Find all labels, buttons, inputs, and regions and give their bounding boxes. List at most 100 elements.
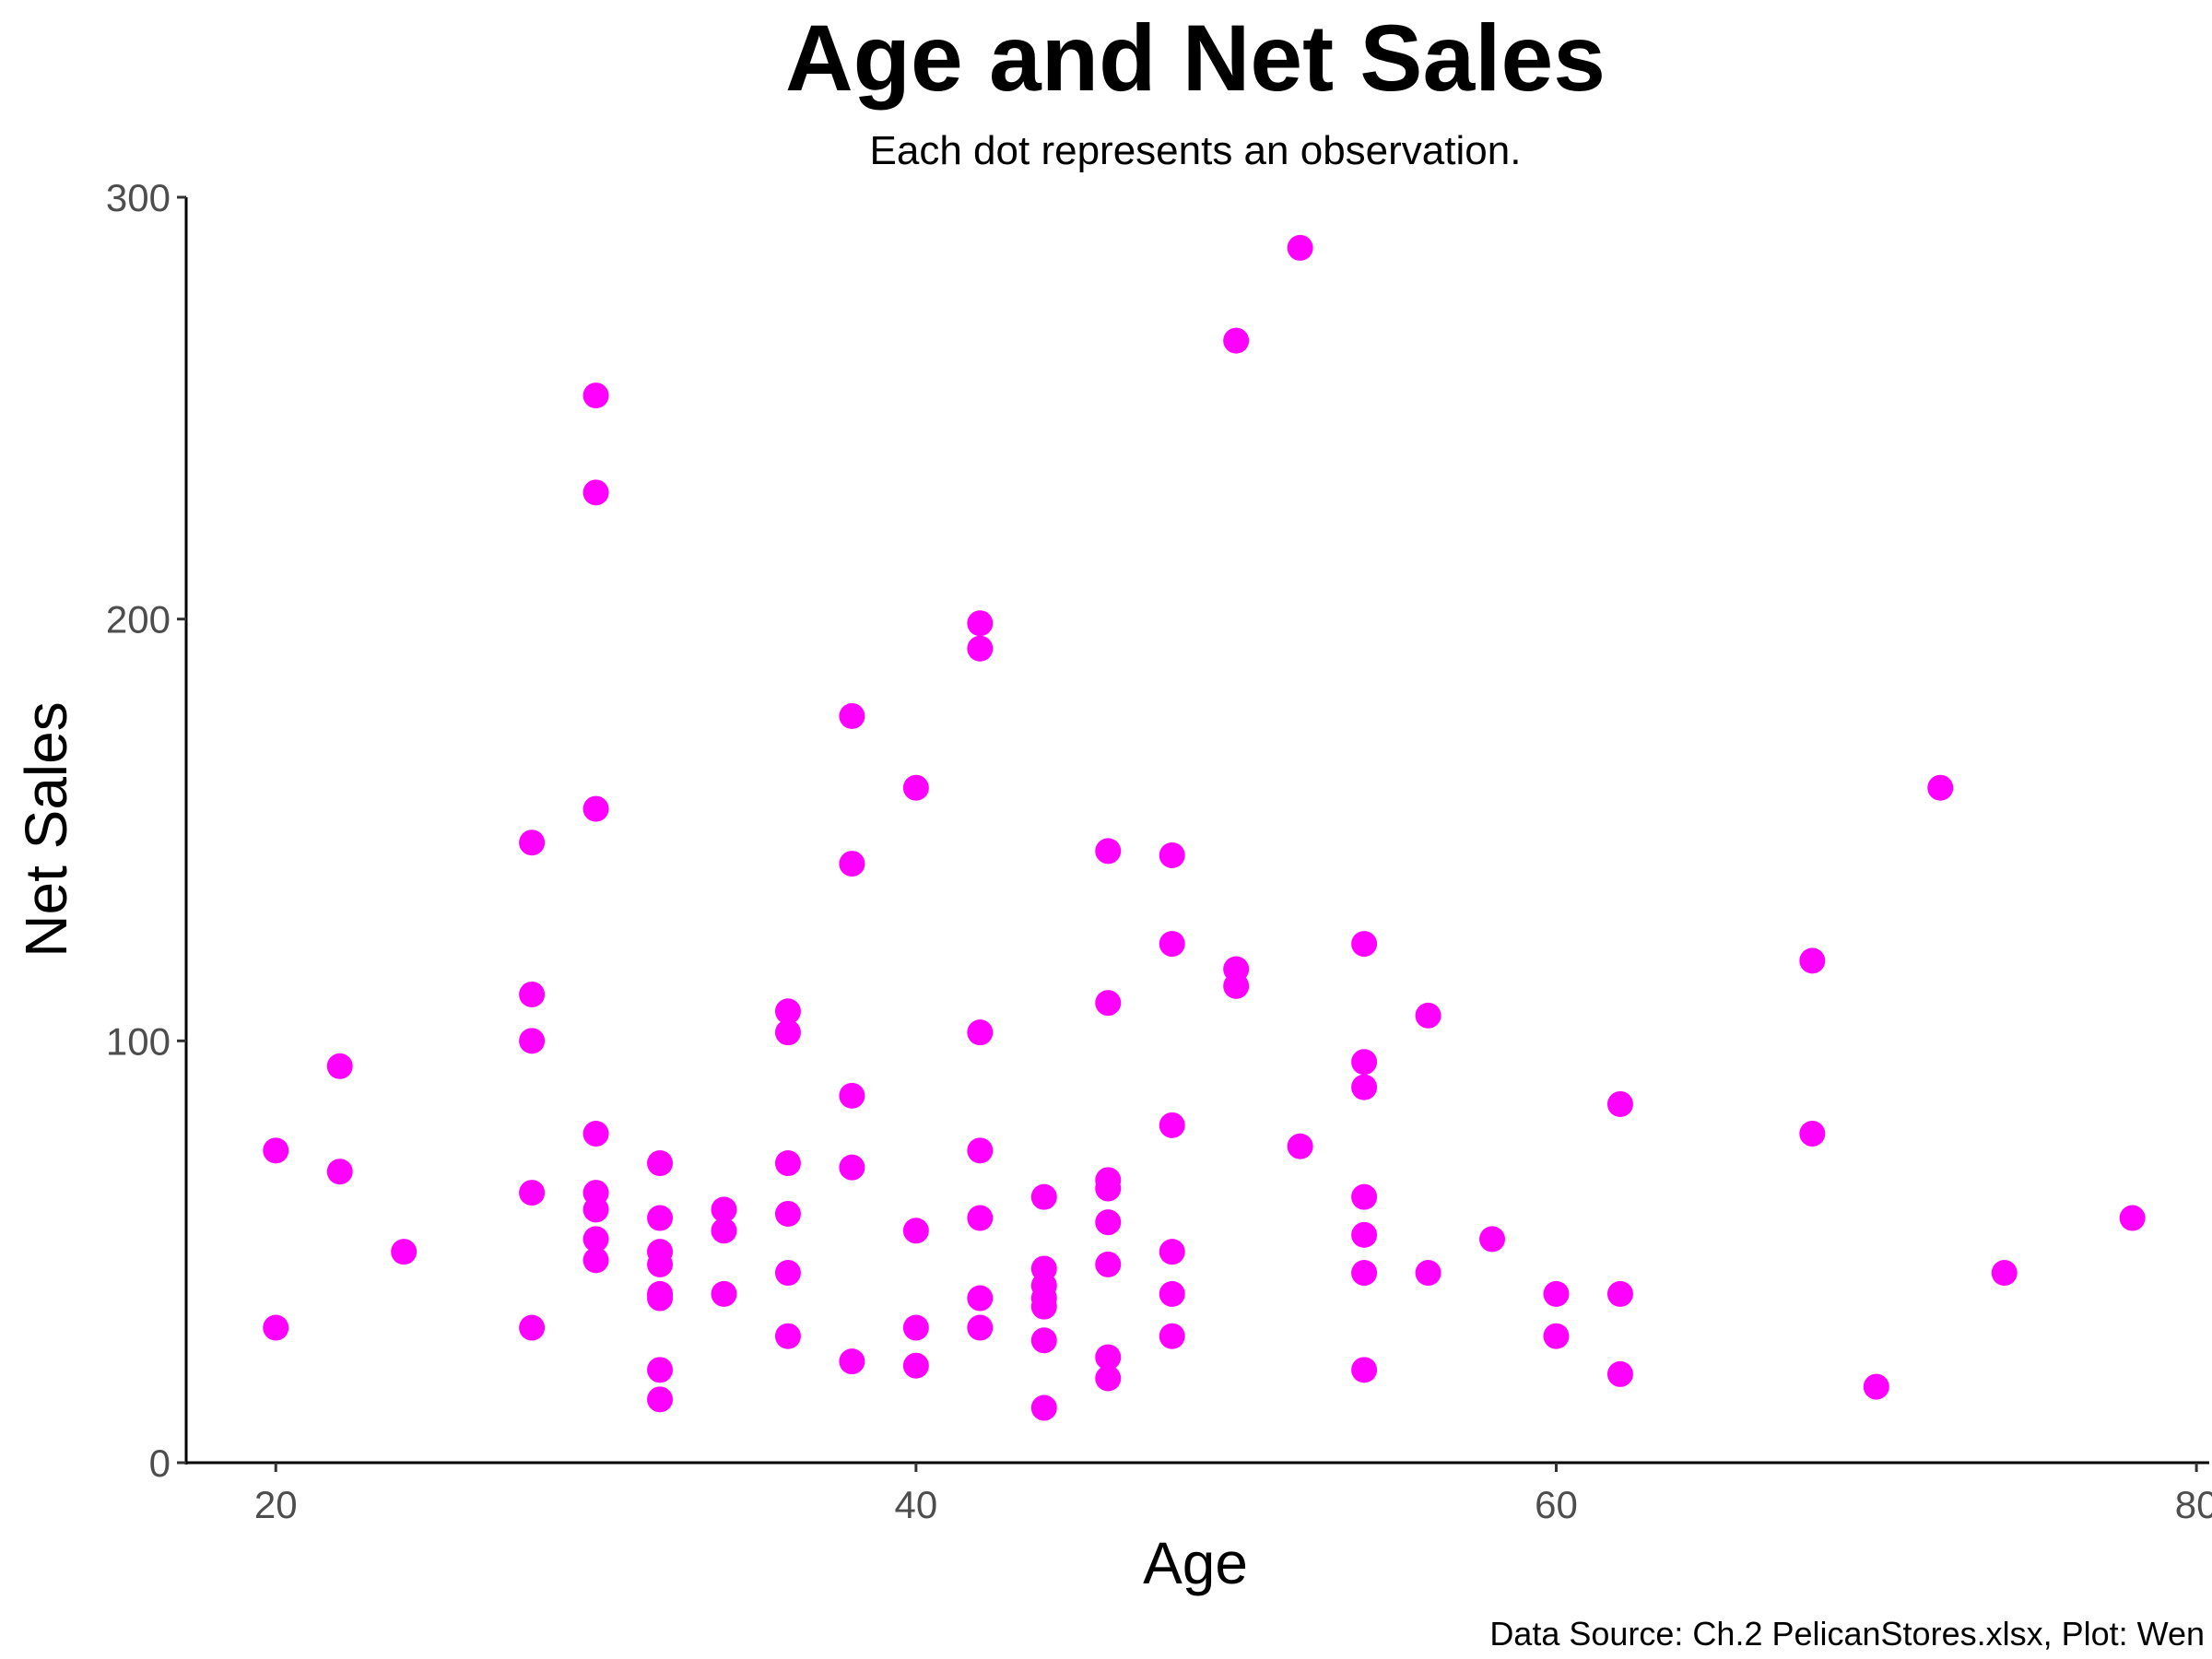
data-point (326, 1053, 353, 1079)
data-point (647, 1251, 674, 1277)
data-point (967, 1137, 994, 1164)
data-point (1543, 1323, 1570, 1349)
data-point (647, 1357, 674, 1383)
data-point (1799, 947, 1826, 974)
chart-title: Age and Net Sales (785, 6, 1606, 111)
data-point (1223, 972, 1250, 999)
chart-caption: Data Source: Ch.2 PelicanStores.xlsx, Pl… (1489, 1615, 2205, 1653)
data-point (1030, 1394, 1057, 1421)
data-point (1095, 1209, 1122, 1236)
data-point (1351, 1221, 1378, 1248)
data-point (1351, 1357, 1378, 1383)
data-point (1287, 1133, 1313, 1159)
data-point (326, 1159, 353, 1185)
data-point (1095, 1365, 1122, 1392)
data-point (967, 635, 994, 662)
data-point (774, 1150, 801, 1177)
data-point (839, 1082, 865, 1109)
data-point (711, 1196, 737, 1223)
x-tick-label: 60 (1535, 1483, 1578, 1526)
data-point (582, 795, 609, 822)
data-point (647, 1386, 674, 1413)
chart-subtitle: Each dot represents an observation. (870, 128, 1522, 173)
x-tick-label: 40 (895, 1483, 938, 1526)
data-point (1351, 1074, 1378, 1100)
data-point (1351, 1183, 1378, 1210)
data-point (1223, 327, 1250, 354)
data-point (582, 1226, 609, 1253)
x-tick-label: 80 (2175, 1483, 2212, 1526)
data-point (2119, 1205, 2146, 1231)
data-point (902, 1218, 929, 1244)
data-point (519, 1180, 546, 1206)
data-point (519, 830, 546, 856)
y-tick-label: 100 (106, 1019, 171, 1063)
data-point (967, 610, 994, 637)
data-point (1863, 1373, 1889, 1400)
x-axis-title: Age (1143, 1530, 1248, 1596)
data-point (582, 1121, 609, 1147)
data-point (263, 1137, 289, 1164)
data-point (1606, 1360, 1633, 1387)
data-point (1030, 1327, 1057, 1354)
data-point (647, 1150, 674, 1177)
data-point (582, 479, 609, 506)
data-point (1606, 1280, 1633, 1307)
data-point (902, 1314, 929, 1341)
data-point (519, 1028, 546, 1054)
data-point (1095, 838, 1122, 865)
x-tick-label: 20 (254, 1483, 298, 1526)
data-point (967, 1205, 994, 1231)
data-point (582, 1247, 609, 1274)
data-point (1095, 1175, 1122, 1202)
data-point (1159, 841, 1185, 868)
data-point (1606, 1090, 1633, 1117)
data-point (1159, 1112, 1185, 1138)
data-point (1030, 1183, 1057, 1210)
data-point (839, 1348, 865, 1375)
data-point (774, 1323, 801, 1349)
data-point (839, 1154, 865, 1181)
data-point (1543, 1280, 1570, 1307)
data-point (839, 702, 865, 729)
y-tick-label: 0 (149, 1441, 171, 1485)
data-point (1159, 931, 1185, 958)
data-point (1095, 1251, 1122, 1277)
data-point (519, 981, 546, 1007)
data-point (839, 851, 865, 877)
y-tick-label: 200 (106, 598, 171, 641)
data-point (774, 1260, 801, 1287)
data-point (391, 1239, 418, 1265)
data-point (1479, 1226, 1506, 1253)
data-point (774, 1019, 801, 1046)
data-point (1415, 1002, 1441, 1029)
y-tick-label: 300 (106, 176, 171, 219)
data-point (1159, 1323, 1185, 1349)
data-point (1159, 1239, 1185, 1265)
data-points (263, 234, 2146, 1421)
data-point (263, 1314, 289, 1341)
data-point (1095, 990, 1122, 1017)
data-point (1095, 1344, 1122, 1371)
data-point (967, 1019, 994, 1046)
data-point (711, 1218, 737, 1244)
data-point (1927, 774, 1954, 801)
data-point (1287, 234, 1313, 261)
data-point (1799, 1121, 1826, 1147)
y-axis-title: Net Sales (13, 701, 79, 957)
data-point (711, 1280, 737, 1307)
data-point (1415, 1260, 1441, 1287)
data-point (519, 1314, 546, 1341)
data-point (647, 1205, 674, 1231)
data-point (967, 1285, 994, 1312)
data-point (647, 1285, 674, 1312)
data-point (582, 1196, 609, 1223)
data-point (1030, 1293, 1057, 1320)
axis-ticks: 0 100 200 300 20 40 60 80 (106, 176, 2212, 1526)
data-point (902, 774, 929, 801)
data-point (1159, 1280, 1185, 1307)
data-point (582, 382, 609, 409)
data-point (1991, 1260, 2018, 1287)
